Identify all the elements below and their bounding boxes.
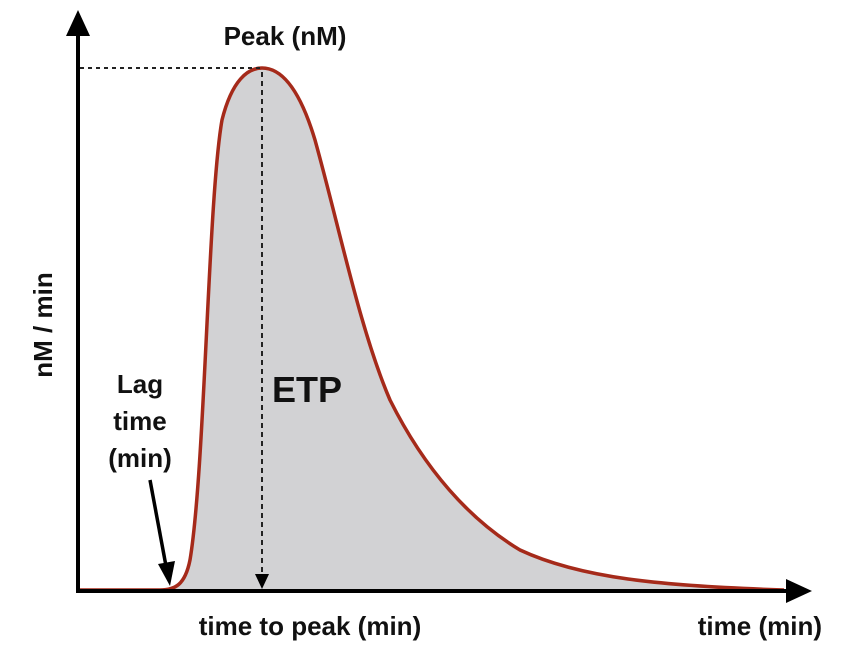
- lag-time-label-line1: Lag: [117, 369, 163, 399]
- lag-time-arrow-shaft: [148, 479, 168, 567]
- etp-label: ETP: [272, 369, 342, 410]
- lag-time-label-line2: time: [113, 406, 166, 436]
- x-axis-label: time (min): [698, 611, 822, 641]
- thrombin-curve: [80, 66, 785, 592]
- y-axis-arrowhead: [66, 10, 90, 36]
- x-axis-arrowhead: [786, 579, 812, 603]
- time-to-peak-arrowhead: [255, 574, 269, 589]
- y-axis-label: nM / min: [28, 272, 58, 377]
- peak-label: Peak (nM): [224, 21, 347, 51]
- time-to-peak-label: time to peak (min): [199, 611, 421, 641]
- lag-time-arrowhead: [158, 561, 175, 586]
- lag-time-label-line3: (min): [108, 443, 172, 473]
- etp-area: [160, 68, 784, 591]
